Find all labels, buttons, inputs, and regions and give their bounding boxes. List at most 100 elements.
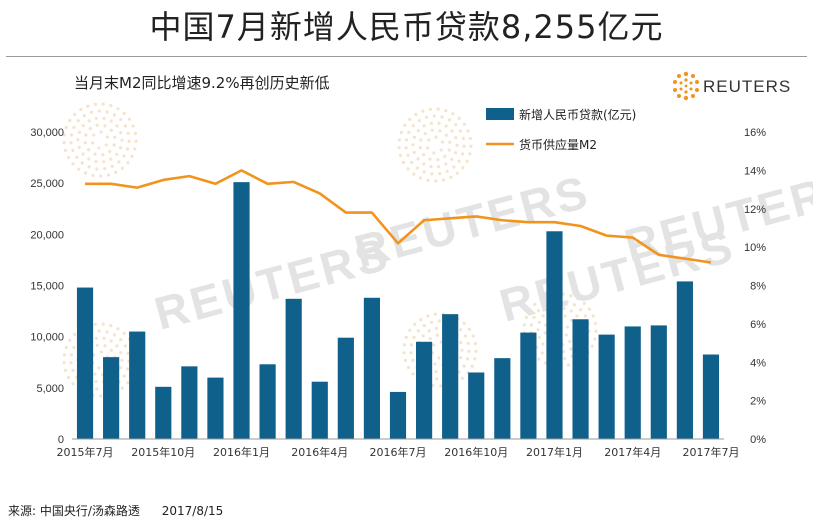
bar <box>259 364 276 439</box>
watermark-dot <box>99 174 103 178</box>
y-left-tick-label: 20,000 <box>30 229 64 241</box>
watermark-dot <box>430 172 434 176</box>
publish-date: 2017/8/15 <box>161 504 224 518</box>
watermark-dot <box>90 141 95 145</box>
watermark-dot <box>543 361 548 365</box>
watermark-dot <box>133 147 137 151</box>
watermark-dot <box>125 147 130 151</box>
watermark-dot <box>414 112 418 117</box>
watermark-dot <box>122 374 126 378</box>
watermark-dot <box>450 157 454 161</box>
watermark-dot <box>593 321 598 326</box>
reuters-logo-text: REUTERS <box>703 77 792 96</box>
watermark-dot <box>419 138 423 142</box>
watermark-dot <box>97 329 101 333</box>
x-tick-label: 2017年1月 <box>526 445 583 459</box>
bar <box>598 334 615 439</box>
watermark-dot <box>421 334 425 338</box>
y-right-tick-label: 10% <box>744 242 766 254</box>
bar <box>76 287 94 439</box>
watermark-dot <box>466 341 470 345</box>
watermark-dot <box>460 152 465 156</box>
watermark-dot <box>95 123 99 127</box>
watermark-dot <box>469 144 473 148</box>
watermark-dot <box>412 172 416 176</box>
watermark-dot <box>542 304 546 308</box>
watermark-dot <box>106 173 111 177</box>
watermark-dot <box>537 320 541 324</box>
x-tick-label: 2017年7月 <box>682 445 739 459</box>
watermark-dot <box>591 314 595 318</box>
watermark-dot <box>77 130 81 134</box>
bar <box>494 358 511 439</box>
watermark-dot <box>447 148 451 152</box>
watermark-dot <box>421 109 425 113</box>
watermark-dot <box>536 328 540 332</box>
chart-subtitle: 当月末M2同比增速9.2%再创历史新低 <box>74 74 330 92</box>
watermark-dot <box>101 322 105 326</box>
watermark-dot <box>439 340 443 344</box>
watermark-dot <box>445 169 449 173</box>
watermark-dot <box>422 124 426 128</box>
watermark-dot <box>441 178 446 182</box>
watermark-dot <box>109 104 113 108</box>
watermark-dot <box>115 152 119 156</box>
watermark-dot <box>435 333 439 337</box>
watermark-dot <box>440 140 445 144</box>
watermark-dot <box>406 167 410 171</box>
watermark-dot <box>422 324 426 328</box>
y-left-tick-label: 30,000 <box>30 127 64 139</box>
watermark-dot <box>69 133 74 137</box>
watermark-dot <box>466 129 470 133</box>
watermark-dot <box>436 107 440 111</box>
watermark-dot <box>97 109 101 113</box>
watermark-dot <box>69 141 73 145</box>
y-left-tick-label: 0 <box>58 434 64 446</box>
watermark-dot <box>444 133 448 137</box>
watermark-dot <box>403 358 408 362</box>
watermark-dot <box>102 116 106 120</box>
watermark-dot <box>399 130 403 134</box>
watermark-dot <box>64 345 68 349</box>
y-right-tick-label: 4% <box>750 357 766 369</box>
watermark-dot <box>62 141 66 145</box>
bar <box>207 377 224 439</box>
watermark-dot <box>434 370 438 374</box>
watermark-dot <box>102 336 106 340</box>
watermark-dot <box>582 301 586 305</box>
watermark-dot <box>131 124 135 128</box>
watermark-dot <box>468 136 473 141</box>
watermark-dot <box>562 350 566 354</box>
watermark-dot <box>406 153 410 158</box>
watermark-dot <box>413 322 417 326</box>
watermark-dot <box>127 117 131 121</box>
watermark-dot <box>594 329 598 333</box>
watermark-dot <box>92 133 96 137</box>
watermark-dot <box>76 119 80 123</box>
bar-series <box>76 182 720 440</box>
watermark-dot <box>114 170 118 174</box>
watermark-dot <box>575 314 579 318</box>
watermark-dot <box>82 114 86 118</box>
watermark-dot <box>436 158 440 162</box>
watermark-dot <box>404 335 408 339</box>
watermark-dot <box>127 139 131 143</box>
watermark-dot <box>93 372 97 376</box>
watermark-dot <box>576 297 580 301</box>
watermark-dot <box>402 343 406 347</box>
watermark-dot <box>467 349 471 353</box>
watermark-dot <box>87 119 91 123</box>
watermark-dot <box>120 138 124 142</box>
watermark-dot <box>411 124 415 128</box>
watermark-dot <box>569 309 573 313</box>
watermark-dot <box>109 348 113 352</box>
watermark-dot <box>119 146 123 150</box>
watermark-dot <box>120 386 124 390</box>
bar <box>181 366 198 439</box>
watermark-dot <box>95 343 99 347</box>
watermark-dot <box>429 165 433 169</box>
bar <box>337 337 354 439</box>
watermark-dot <box>411 372 415 376</box>
watermark-dot <box>438 129 442 133</box>
watermark-dot <box>572 303 577 307</box>
